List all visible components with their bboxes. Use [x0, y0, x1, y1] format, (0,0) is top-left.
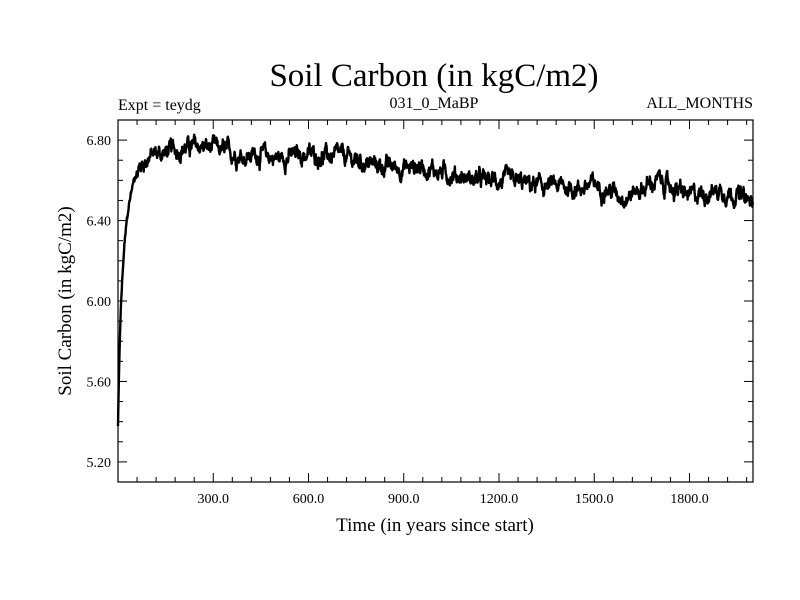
x-axis-label: Time (in years since start) — [336, 515, 534, 536]
months-label: ALL_MONTHS — [646, 95, 753, 112]
chart-title: Soil Carbon (in kgC/m2) — [269, 58, 598, 94]
y-tick-label: 5.60 — [87, 375, 112, 390]
y-axis-label: Soil Carbon (in kgC/m2) — [55, 206, 76, 395]
x-tick-label: 1500.0 — [575, 492, 614, 507]
x-tick-label: 1200.0 — [480, 492, 519, 507]
y-tick-label: 6.80 — [87, 134, 112, 149]
period-label: 031_0_MaBP — [390, 95, 479, 112]
x-tick-label: 300.0 — [198, 492, 230, 507]
x-tick-label: 600.0 — [293, 492, 325, 507]
x-tick-label: 900.0 — [388, 492, 420, 507]
y-tick-label: 5.20 — [87, 456, 112, 471]
y-tick-label: 6.40 — [87, 215, 112, 230]
y-tick-label: 6.00 — [87, 295, 112, 310]
x-tick-label: 1800.0 — [670, 492, 709, 507]
experiment-label: Expt = teydg — [118, 97, 201, 114]
tick-labels: 300.0 600.0 900.0 1200.0 1500.0 1800.0 5.20 5.6… — [87, 134, 709, 507]
series-layer — [116, 133, 755, 427]
soil-carbon-series-line — [116, 133, 755, 427]
